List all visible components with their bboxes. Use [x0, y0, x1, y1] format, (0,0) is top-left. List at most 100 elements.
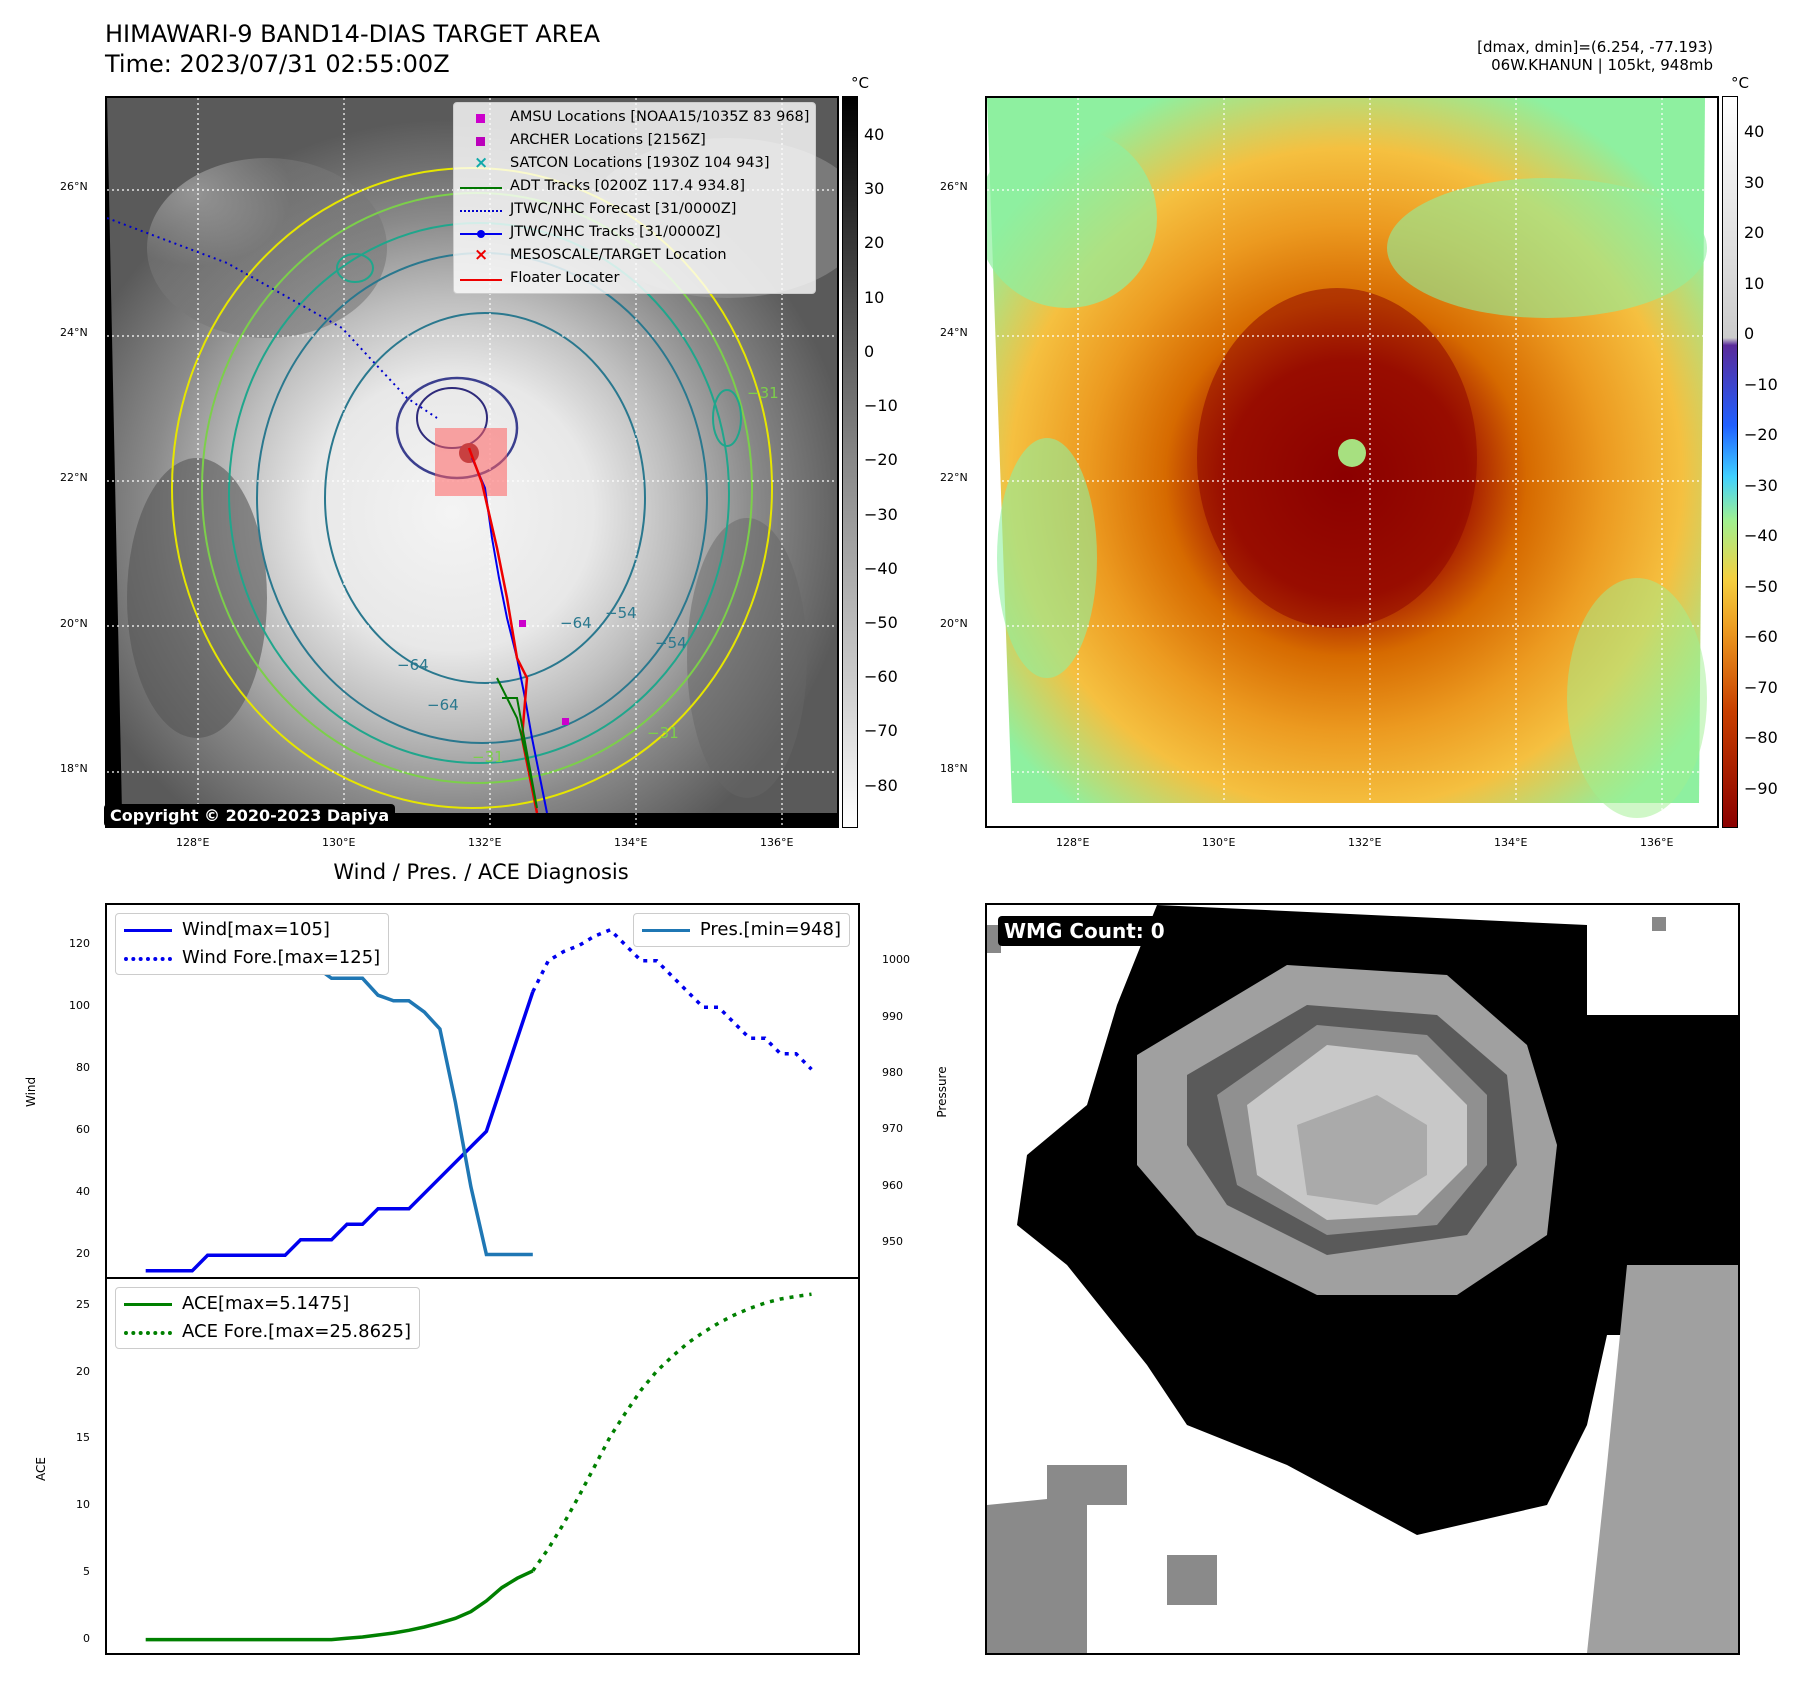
- adt-track-line: [496, 677, 538, 809]
- storm-info-text: 06W.KHANUN | 105kt, 948mb: [1491, 56, 1713, 74]
- pressure-line: [145, 948, 533, 1257]
- left-colorbar-unit: °C: [851, 74, 869, 92]
- ace-chart: ACE[max=5.1475] ACE Fore.[max=25.8625]: [105, 1277, 860, 1655]
- map-legend-symbol: [460, 226, 502, 240]
- map-legend-symbol: [460, 180, 502, 194]
- ace-legend: ACE[max=5.1475] ACE Fore.[max=25.8625]: [115, 1287, 420, 1349]
- figure-time: Time: 2023/07/31 02:55:00Z: [105, 50, 450, 78]
- lon-label: 132°E: [1348, 836, 1382, 849]
- contour-label: −31: [472, 748, 504, 766]
- contour-label: −64: [560, 614, 592, 632]
- pressure-tick-label: 990: [882, 1009, 903, 1023]
- colorbar-tick-label: −10: [1744, 374, 1778, 394]
- lat-label: 26°N: [940, 180, 968, 193]
- colorbar-tick-label: 20: [1744, 223, 1765, 243]
- map-legend-label: JTWC/NHC Forecast [31/0000Z]: [510, 201, 737, 217]
- storm-eye: [1338, 439, 1366, 467]
- contour-label: −64: [397, 656, 429, 674]
- lat-label: 20°N: [60, 617, 88, 630]
- ace-tick-label: 15: [76, 1431, 90, 1445]
- colorbar-tick-label: −80: [864, 775, 898, 795]
- colorbar-tick-label: −30: [864, 504, 898, 524]
- pressure-legend: Pres.[min=948]: [632, 913, 850, 947]
- ace-line: [145, 1569, 534, 1642]
- map-legend-item: JTWC/NHC Tracks [31/0000Z]: [460, 221, 809, 244]
- lat-label: 18°N: [940, 762, 968, 775]
- lat-label: 18°N: [60, 762, 88, 775]
- colorbar-tick-label: 20: [864, 233, 885, 253]
- color-map-gridlines: [987, 98, 1717, 826]
- map-legend-label: AMSU Locations [NOAA15/1035Z 83 968]: [510, 109, 810, 125]
- colorbar-tick-label: −70: [1744, 677, 1778, 697]
- map-legend-item: JTWC/NHC Forecast [31/0000Z]: [460, 198, 809, 221]
- map-legend: AMSU Locations [NOAA15/1035Z 83 968] ARCH…: [453, 102, 817, 294]
- pressure-tick-label: 970: [882, 1122, 903, 1136]
- pressure-tick-label: 950: [882, 1235, 903, 1249]
- ace-plot: [145, 1292, 812, 1642]
- colorbar-tick-label: −60: [1744, 627, 1778, 647]
- colorbar-tick-label: −60: [864, 667, 898, 687]
- ace-tick-label: 0: [83, 1631, 90, 1645]
- colorbar-tick-label: 10: [864, 287, 885, 307]
- ace-forecast-line: [531, 1292, 812, 1572]
- map-legend-label: SATCON Locations [1930Z 104 943]: [510, 155, 770, 171]
- archer-marker: [562, 718, 569, 725]
- map-legend-item: ARCHER Locations [2156Z]: [460, 129, 809, 152]
- wind-tick-label: 100: [69, 999, 90, 1013]
- diagnosis-title: Wind / Pres. / ACE Diagnosis: [333, 860, 629, 884]
- target-marker: [459, 443, 479, 463]
- colorbar-tick-label: 0: [1744, 324, 1755, 344]
- lon-label: 128°E: [1056, 836, 1090, 849]
- wind-legend-line: [124, 923, 172, 937]
- ace-fore-legend-line: [124, 1325, 172, 1339]
- colorbar-tick-label: 0: [864, 341, 875, 361]
- colorbar-tick-label: 40: [864, 124, 885, 144]
- map-legend-item: AMSU Locations [NOAA15/1035Z 83 968]: [460, 106, 809, 129]
- contour-label: −31: [747, 384, 779, 402]
- wind-tick-label: 40: [76, 1185, 90, 1199]
- map-legend-item: × MESOSCALE/TARGET Location: [460, 244, 809, 267]
- wind-tick-label: 20: [76, 1247, 90, 1261]
- wind-legend-label: Wind[max=105]: [182, 919, 330, 940]
- colorbar-tick-label: −20: [1744, 425, 1778, 445]
- wind-tick-label: 80: [76, 1061, 90, 1075]
- wind-line: [145, 991, 535, 1273]
- map-legend-symbol: ×: [474, 152, 489, 173]
- colorbar-tick-label: −90: [1744, 778, 1778, 798]
- colorbar-tick-label: −10: [864, 396, 898, 416]
- colorbar-tick-label: −40: [1744, 526, 1778, 546]
- wind-fore-legend-line: [124, 951, 172, 965]
- wind-tick-label: 120: [69, 937, 90, 951]
- colorbar-tick-label: −80: [1744, 728, 1778, 748]
- lat-label: 26°N: [60, 180, 88, 193]
- lat-label: 20°N: [940, 617, 968, 630]
- lat-label: 24°N: [60, 326, 88, 339]
- ace-legend-line: [124, 1297, 172, 1311]
- wind-fore-legend-label: Wind Fore.[max=125]: [182, 947, 381, 968]
- map-legend-symbol: [460, 134, 502, 148]
- right-colorbar: [1722, 96, 1738, 828]
- colorbar-tick-label: −50: [1744, 576, 1778, 596]
- color-ir-map-panel: [985, 96, 1719, 828]
- figure-title: HIMAWARI-9 BAND14-DIAS TARGET AREA: [105, 20, 601, 48]
- contour-label: −64: [427, 696, 459, 714]
- ace-fore-legend-label: ACE Fore.[max=25.8625]: [182, 1321, 411, 1342]
- colorbar-tick-label: 40: [1744, 122, 1765, 142]
- lon-label: 130°E: [322, 836, 356, 849]
- lat-label: 22°N: [940, 471, 968, 484]
- map-legend-item: × SATCON Locations [1930Z 104 943]: [460, 152, 809, 175]
- map-legend-symbol: [460, 272, 502, 286]
- ace-axis-label: ACE: [34, 1457, 48, 1481]
- lat-label: 22°N: [60, 471, 88, 484]
- amsu-marker: [519, 620, 526, 627]
- contour-label: −54: [655, 634, 687, 652]
- ace-legend-label: ACE[max=5.1475]: [182, 1293, 350, 1314]
- colorbar-tick-label: 10: [1744, 273, 1765, 293]
- colorbar-tick-label: 30: [1744, 172, 1765, 192]
- wind-tick-label: 60: [76, 1123, 90, 1137]
- storm-info-block: [dmax, dmin]=(6.254, -77.193) 06W.KHANUN…: [1477, 38, 1713, 74]
- contour-label: −54: [605, 604, 637, 622]
- colorbar-tick-label: −70: [864, 721, 898, 741]
- color-ir-map-image: [987, 98, 1717, 826]
- wind-forecast-line: [531, 927, 813, 1071]
